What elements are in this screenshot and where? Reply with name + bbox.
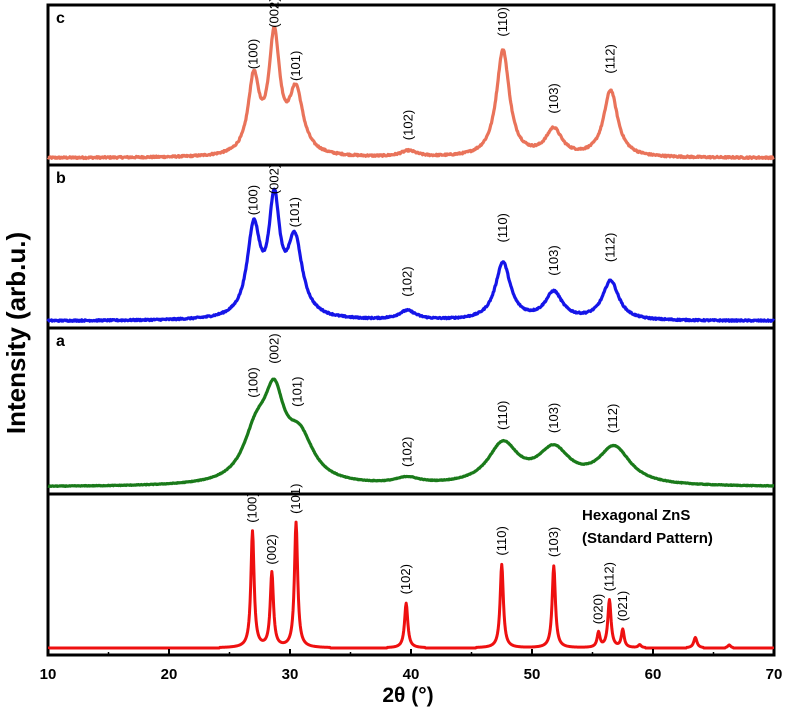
peak-label: (002) xyxy=(266,164,281,194)
series-line xyxy=(47,377,775,488)
standard-title-line1: Hexagonal ZnS xyxy=(582,507,690,524)
peak-label: (100) xyxy=(246,367,261,397)
peak-label: (101) xyxy=(289,377,304,407)
peak-label: (112) xyxy=(605,404,620,433)
panel-frame xyxy=(46,326,776,496)
peak-label: (101) xyxy=(288,484,303,514)
x-tick-label: 60 xyxy=(645,666,662,683)
peak-label: (110) xyxy=(495,7,510,36)
x-tick-label: 30 xyxy=(282,666,299,683)
peak-label: (102) xyxy=(398,564,413,594)
panel-standard: Hexagonal ZnS (Standard Pattern) (100) (002… xyxy=(46,484,776,657)
peak-label: (103) xyxy=(546,403,561,433)
peak-label: (103) xyxy=(546,527,561,557)
peak-label: (103) xyxy=(546,83,561,113)
peak-label: (100) xyxy=(245,492,260,522)
peak-label: (102) xyxy=(399,437,414,467)
x-tick-label: 40 xyxy=(403,666,420,683)
peak-label: (112) xyxy=(603,233,618,262)
x-tick-label: 70 xyxy=(766,666,783,683)
standard-title-line2: (Standard Pattern) xyxy=(582,530,713,547)
y-axis-title: Intensity (arb.u.) xyxy=(1,232,31,434)
panels-layer: c (100) (002) (101) (102) (110) (103) (112) b (10… xyxy=(46,0,776,657)
peak-label: (002) xyxy=(266,0,281,28)
series-line xyxy=(47,520,775,650)
panel-c: c (100) (002) (101) (102) (110) (103) (112) xyxy=(46,0,776,167)
peak-label: (110) xyxy=(494,526,509,555)
peak-label: (021) xyxy=(615,591,630,621)
peak-label: (002) xyxy=(266,333,281,363)
peak-label: (112) xyxy=(601,562,616,591)
peak-label: (100) xyxy=(246,185,261,215)
peak-label: (110) xyxy=(495,401,510,430)
series-line xyxy=(46,187,776,323)
x-tick-label: 10 xyxy=(40,666,57,683)
panel-frame xyxy=(46,163,776,330)
peak-label: (100) xyxy=(246,39,261,69)
peak-label: (020) xyxy=(591,594,606,624)
x-axis: 10 20 30 40 50 60 70 xyxy=(40,649,783,683)
peak-label: (101) xyxy=(288,51,303,81)
peak-label: (102) xyxy=(399,266,414,296)
peak-label: (002) xyxy=(264,534,279,564)
peak-label: (101) xyxy=(287,197,302,227)
x-tick-label: 20 xyxy=(161,666,178,683)
peak-label: (112) xyxy=(603,44,618,73)
series-line xyxy=(46,25,775,161)
peak-label: (110) xyxy=(495,213,510,242)
panel-b: b (100) (002) (101) (102) (110) (103) (112) xyxy=(46,163,776,330)
x-tick-label: 50 xyxy=(524,666,541,683)
peak-label: (103) xyxy=(546,245,561,275)
peak-label: (102) xyxy=(401,110,416,140)
panel-letter: b xyxy=(56,170,66,187)
panel-letter: a xyxy=(56,333,65,350)
panel-a: a (100) (002) (101) (102) (110) (103) (112) xyxy=(46,326,776,496)
panel-letter: c xyxy=(56,10,65,27)
x-axis-title: 2θ (°) xyxy=(382,684,433,707)
